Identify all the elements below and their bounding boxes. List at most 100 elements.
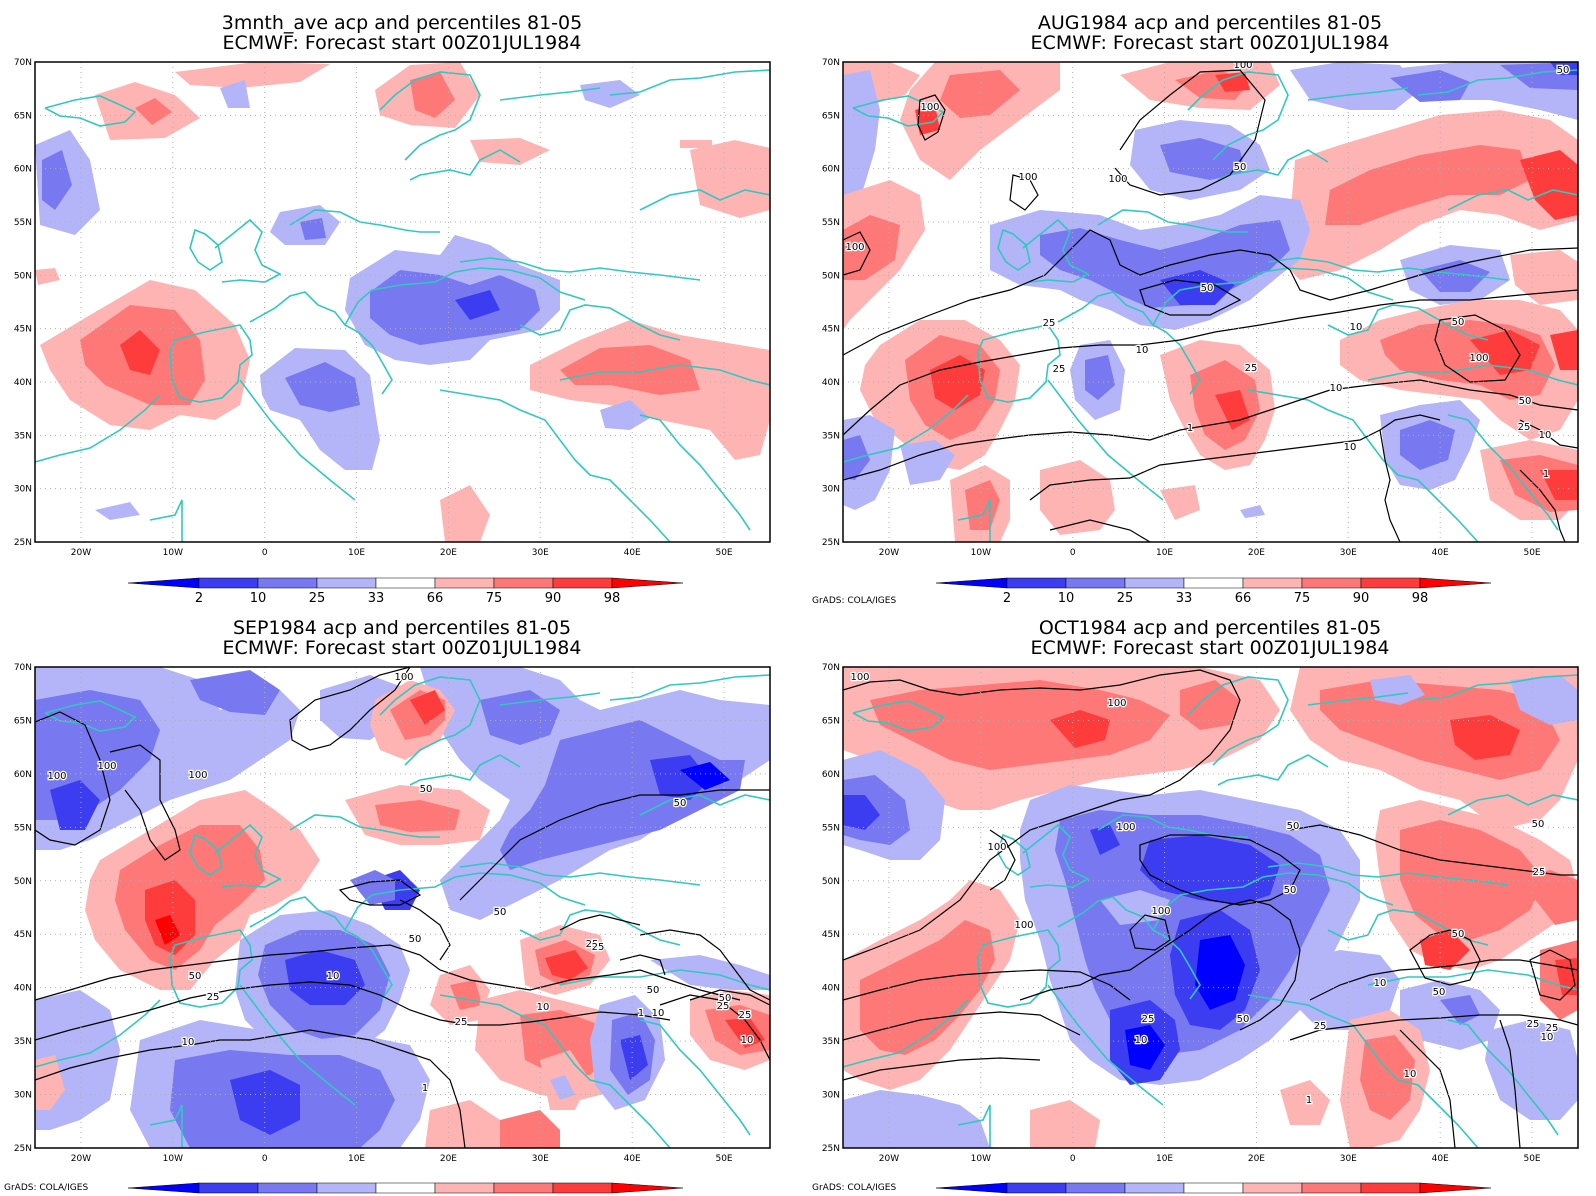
- contour-label: 50: [1519, 396, 1532, 407]
- lon-tick-label: 30E: [532, 548, 549, 558]
- colorbar-label: 10: [250, 591, 267, 606]
- contour-label: 25: [1533, 867, 1546, 878]
- contour-label: 100: [1469, 353, 1488, 364]
- lon-tick-label: 30E: [532, 1154, 549, 1164]
- lat-tick-label: 65N: [14, 716, 32, 726]
- contour-label: 100: [97, 761, 116, 772]
- lat-tick-label: 70N: [14, 58, 32, 68]
- colorbar-segment: [1360, 577, 1421, 589]
- contour-label: 10: [537, 1002, 550, 1013]
- panel-title: SEP1984 acp and percentiles 81-05: [233, 617, 571, 639]
- contour-label: 100: [1116, 822, 1135, 833]
- grid-lines: [843, 62, 1578, 542]
- lon-tick-label: 20E: [440, 548, 457, 558]
- contour-label: 100: [987, 842, 1006, 853]
- lon-tick-label: 50E: [715, 548, 732, 558]
- colorbar-segment: [552, 577, 613, 589]
- coastlines: [35, 69, 770, 542]
- contour-label: 100: [394, 672, 413, 683]
- lat-axis: 70N 65N 60N 55N 50N 45N 40N 35N 30N 25N: [14, 58, 32, 548]
- lon-tick-label: 20E: [1248, 1154, 1265, 1164]
- colorbar-low-arrow: [127, 577, 200, 589]
- contour-label: 50: [494, 907, 507, 918]
- colorbar-segment: [493, 577, 554, 589]
- lat-tick-label: 65N: [14, 111, 32, 121]
- lon-tick-label: 40E: [1432, 1154, 1449, 1164]
- colorbar-label: 2: [195, 591, 203, 606]
- lat-tick-label: 60N: [822, 770, 840, 780]
- lat-tick-label: 45N: [822, 325, 840, 335]
- lon-tick-label: 40E: [624, 1154, 641, 1164]
- colorbar-high-arrow: [1419, 577, 1492, 589]
- lat-tick-label: 40N: [822, 984, 840, 994]
- lon-axis: 20W 10W 0 10E 20E 30E 40E 50E: [71, 548, 733, 558]
- contour-label: 10: [1135, 1035, 1148, 1046]
- colorbar-segment: [1301, 1182, 1362, 1194]
- colorbar-label: 66: [427, 591, 444, 606]
- lat-tick-label: 60N: [822, 165, 840, 175]
- contour-label: 10: [1136, 345, 1149, 356]
- colorbar-label: 75: [486, 591, 503, 606]
- lat-tick-label: 50N: [14, 877, 32, 887]
- panel-aug1984: AUG1984 acp and percentiles 81-05 ECMWF:…: [812, 12, 1579, 606]
- contour-label: 100: [845, 242, 864, 253]
- contour-label: 100: [920, 102, 939, 113]
- contour-label: 10: [1404, 1069, 1417, 1080]
- contour-label: 1: [638, 1008, 644, 1019]
- contour-label: 50: [1532, 819, 1545, 830]
- colorbar-segment: [434, 577, 495, 589]
- colorbar-segment: [257, 577, 318, 589]
- lon-tick-label: 30E: [1340, 1154, 1357, 1164]
- probability-contours: [35, 667, 770, 1148]
- lat-tick-label: 70N: [14, 663, 32, 673]
- contour-label: 10: [741, 1035, 754, 1046]
- colorbar-segment: [1301, 577, 1362, 589]
- map-area: [35, 62, 770, 542]
- contour-label: 50: [719, 993, 732, 1004]
- lon-tick-label: 40E: [624, 548, 641, 558]
- colorbar-label: 33: [368, 591, 385, 606]
- lat-tick-label: 30N: [14, 485, 32, 495]
- colorbar-segment: [434, 1182, 495, 1194]
- contour-label: 25: [1527, 1019, 1540, 1030]
- contour-label: 50: [420, 784, 433, 795]
- map-frame: [842, 666, 1579, 1149]
- colorbar-label: 10: [1058, 591, 1075, 606]
- contour-labels: 1001001001005050100100505025102510502510…: [849, 671, 1559, 1108]
- panel-oct1984: OCT1984 acp and percentiles 81-05 ECMWF:…: [812, 617, 1579, 1194]
- contour-label: 25: [586, 939, 599, 950]
- colorbar-low-arrow: [935, 577, 1008, 589]
- contour-label: 50: [1287, 821, 1300, 832]
- lat-tick-label: 70N: [822, 58, 840, 68]
- contour-label: 25: [1314, 1021, 1327, 1032]
- lon-tick-label: 20W: [71, 548, 91, 558]
- colorbar-segment: [1065, 577, 1126, 589]
- panel-3mnth-ave: 3mnth_ave acp and percentiles 81-05 ECMW…: [14, 12, 771, 606]
- probability-contours: [843, 669, 1578, 1148]
- lon-axis: 20W 10W 0 10E 20E 30E 40E 50E: [879, 1154, 1541, 1164]
- colorbar-segment: [1124, 577, 1185, 589]
- map-frame: [842, 61, 1579, 543]
- contour-label: 100: [1233, 60, 1252, 71]
- lat-tick-label: 35N: [14, 431, 32, 441]
- colorbar-label: 66: [1235, 591, 1252, 606]
- lon-axis: 20W 10W 0 10E 20E 30E 40E 50E: [879, 548, 1541, 558]
- contour-label: 100: [188, 770, 207, 781]
- lat-tick-label: 35N: [822, 431, 840, 441]
- contour-label: 10: [1350, 322, 1363, 333]
- contour-label: 50: [1284, 885, 1297, 896]
- lat-tick-label: 50N: [822, 271, 840, 281]
- lon-tick-label: 0: [262, 548, 268, 558]
- contour-label: 50: [189, 971, 202, 982]
- contour-label: 10: [1344, 442, 1357, 453]
- lat-tick-label: 40N: [14, 378, 32, 388]
- panel-subtitle: ECMWF: Forecast start 00Z01JUL1984: [1031, 637, 1390, 659]
- contour-label: 100: [1107, 698, 1126, 709]
- percentile-shading: [843, 667, 1578, 1148]
- lon-tick-label: 20W: [879, 548, 899, 558]
- colorbar-segment: [316, 1182, 377, 1194]
